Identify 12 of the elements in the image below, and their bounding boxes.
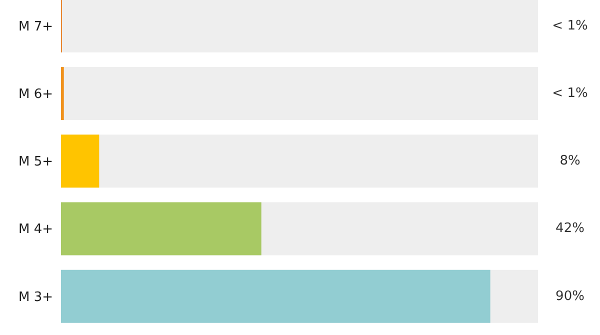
y-tick-label: M 5+ — [18, 154, 53, 170]
data-label: 8% — [560, 154, 580, 169]
y-tick-label: M 6+ — [18, 87, 53, 102]
data-label: < 1% — [552, 18, 588, 34]
y-tick-label: M 3+ — [18, 290, 53, 305]
data-label: 90% — [556, 288, 584, 304]
y-tick-label: M 4+ — [18, 222, 53, 238]
bar — [61, 67, 64, 120]
bar — [61, 134, 100, 188]
data-label: 42% — [556, 221, 584, 236]
y-tick-label: M 7+ — [18, 19, 53, 34]
data-label: < 1% — [552, 86, 588, 102]
